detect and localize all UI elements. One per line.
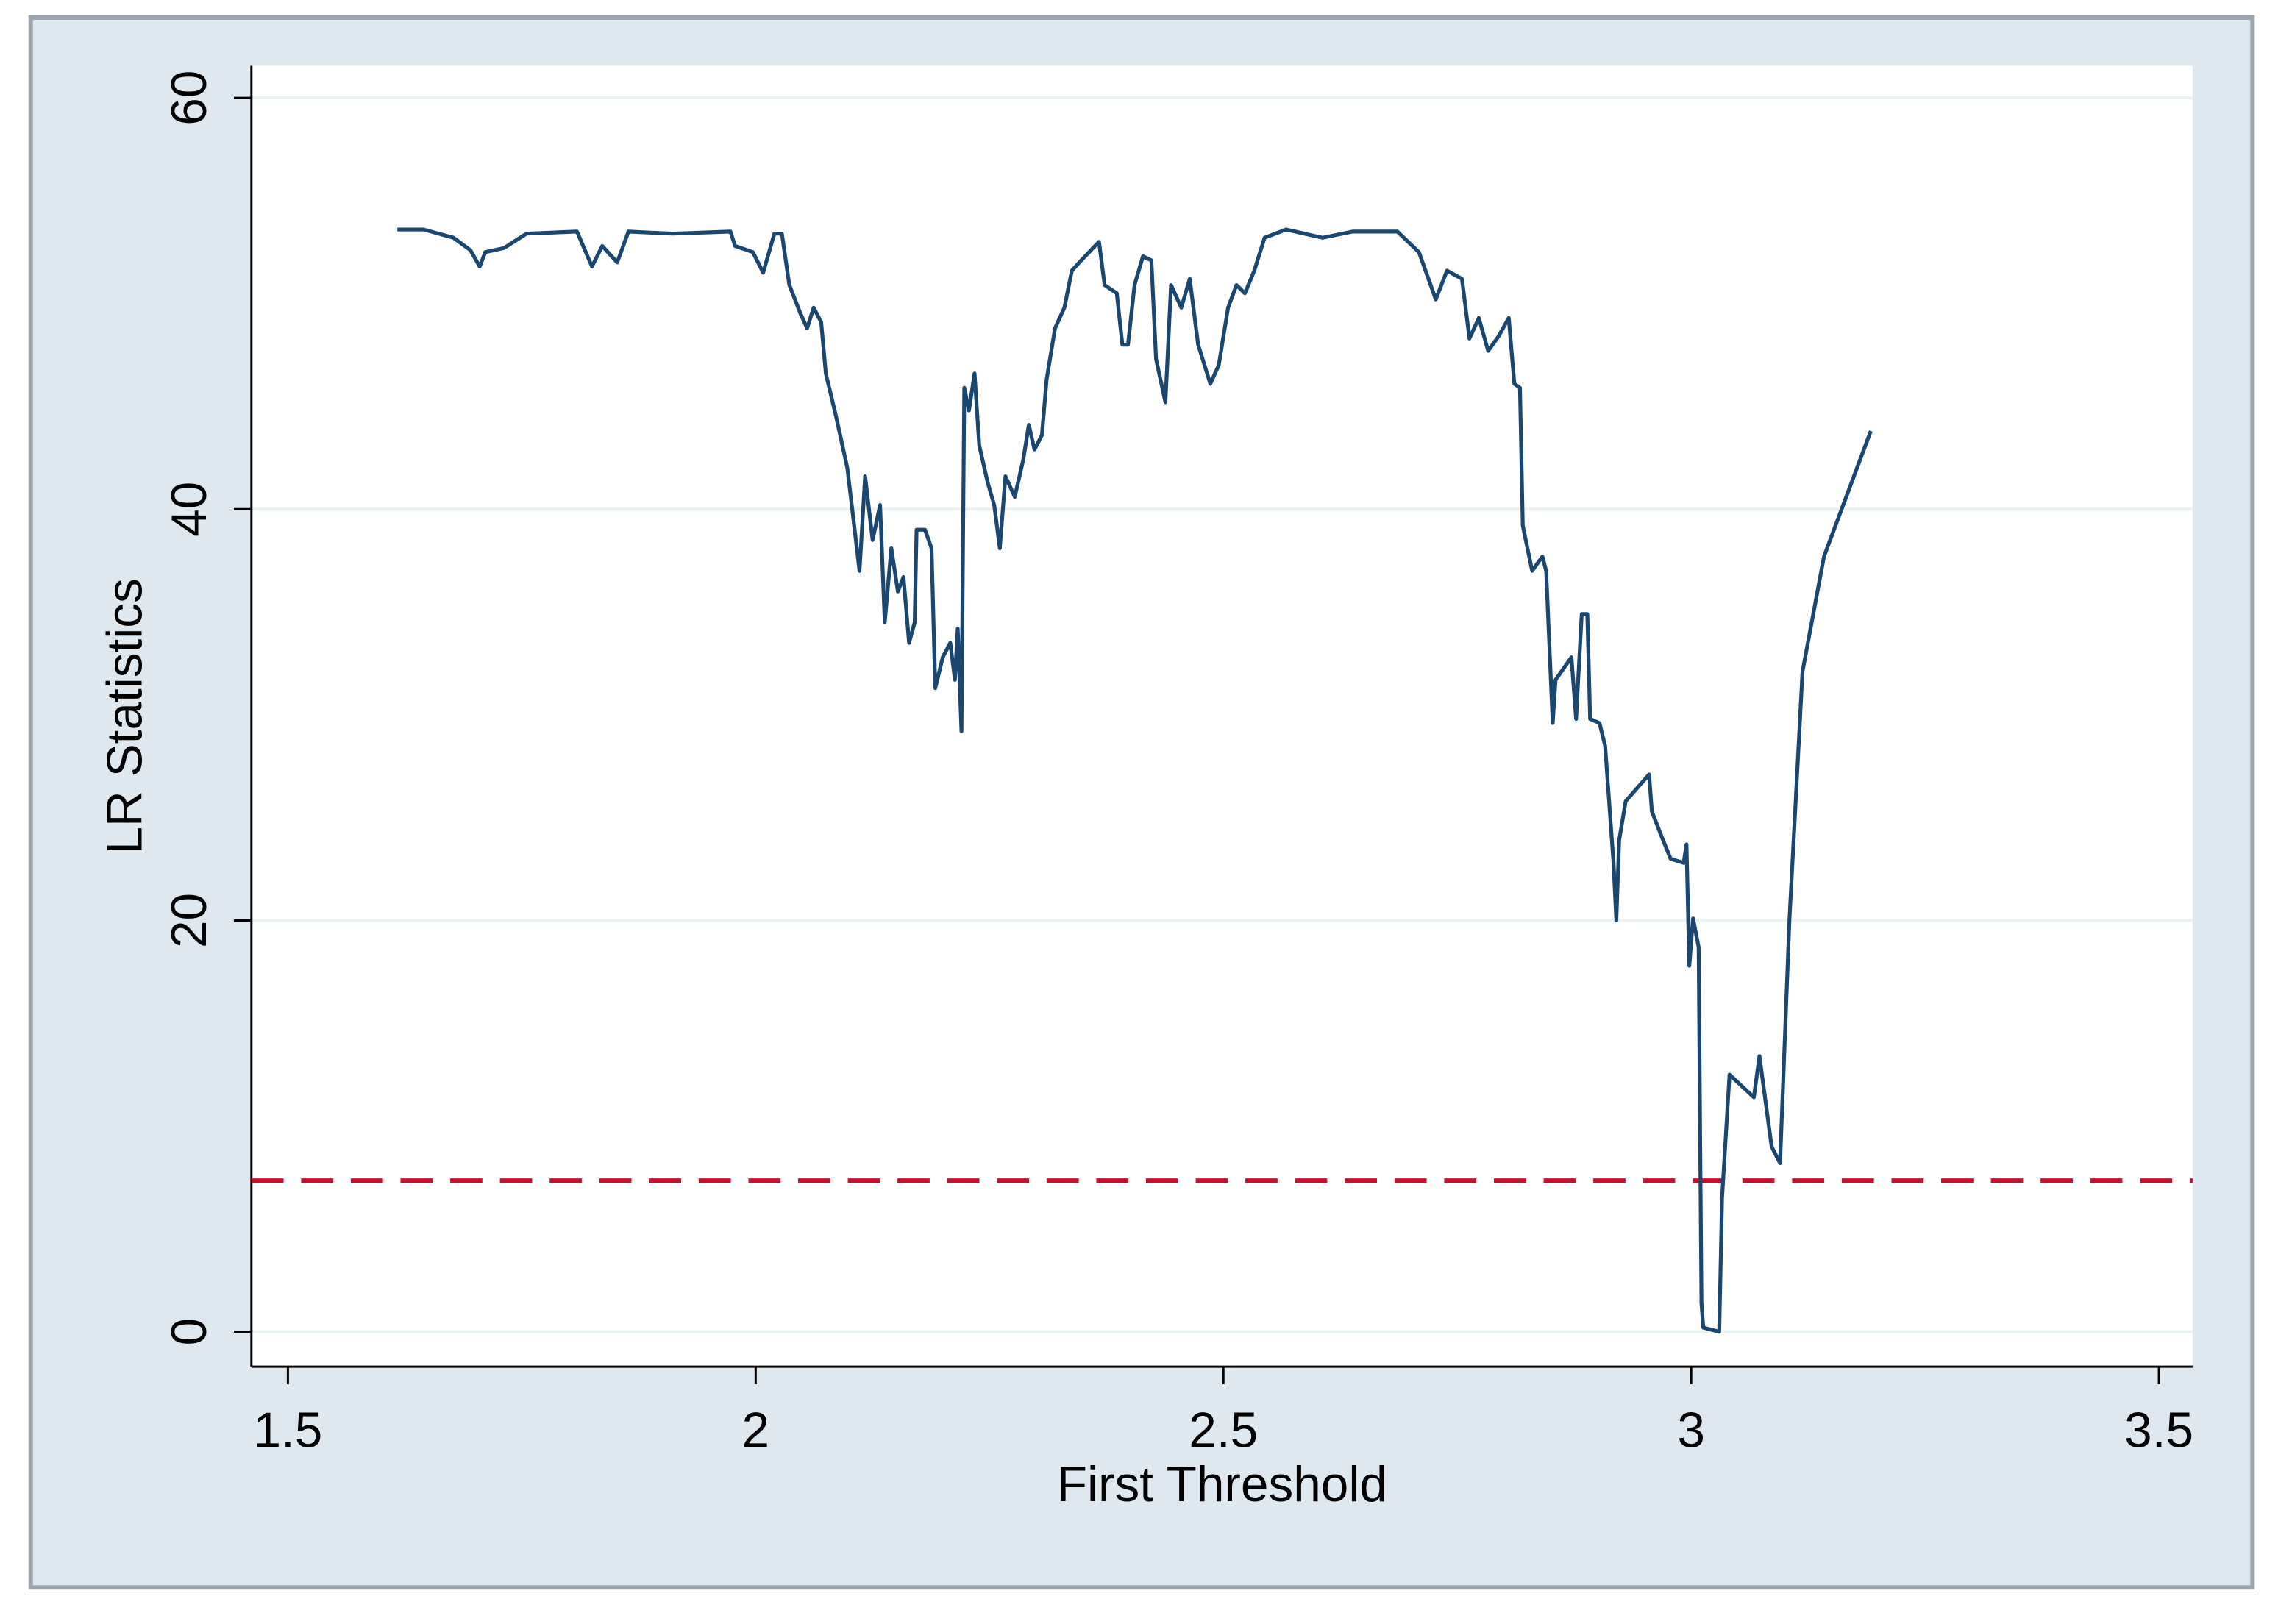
y-tick-label: 60 [162,71,217,126]
y-tick-label: 20 [162,893,217,948]
line-series [397,227,1873,1334]
x-tick-label: 2.5 [1189,1403,1258,1458]
plot-region [251,65,2193,1367]
plot: 0 20 40 60 1.5 2 2.5 3 3.5 [162,65,2193,1458]
y-tick-label: 0 [162,1318,217,1346]
x-tick-label: 3 [1677,1403,1705,1458]
x-axis-title: First Threshold [1057,1457,1387,1512]
y-tick-label: 40 [162,482,217,537]
x-tick-label: 1.5 [253,1403,322,1458]
x-tick-label: 2 [742,1403,770,1458]
y-axis-title: LR Statistics [98,578,153,854]
x-tick-label: 3.5 [2124,1403,2193,1458]
